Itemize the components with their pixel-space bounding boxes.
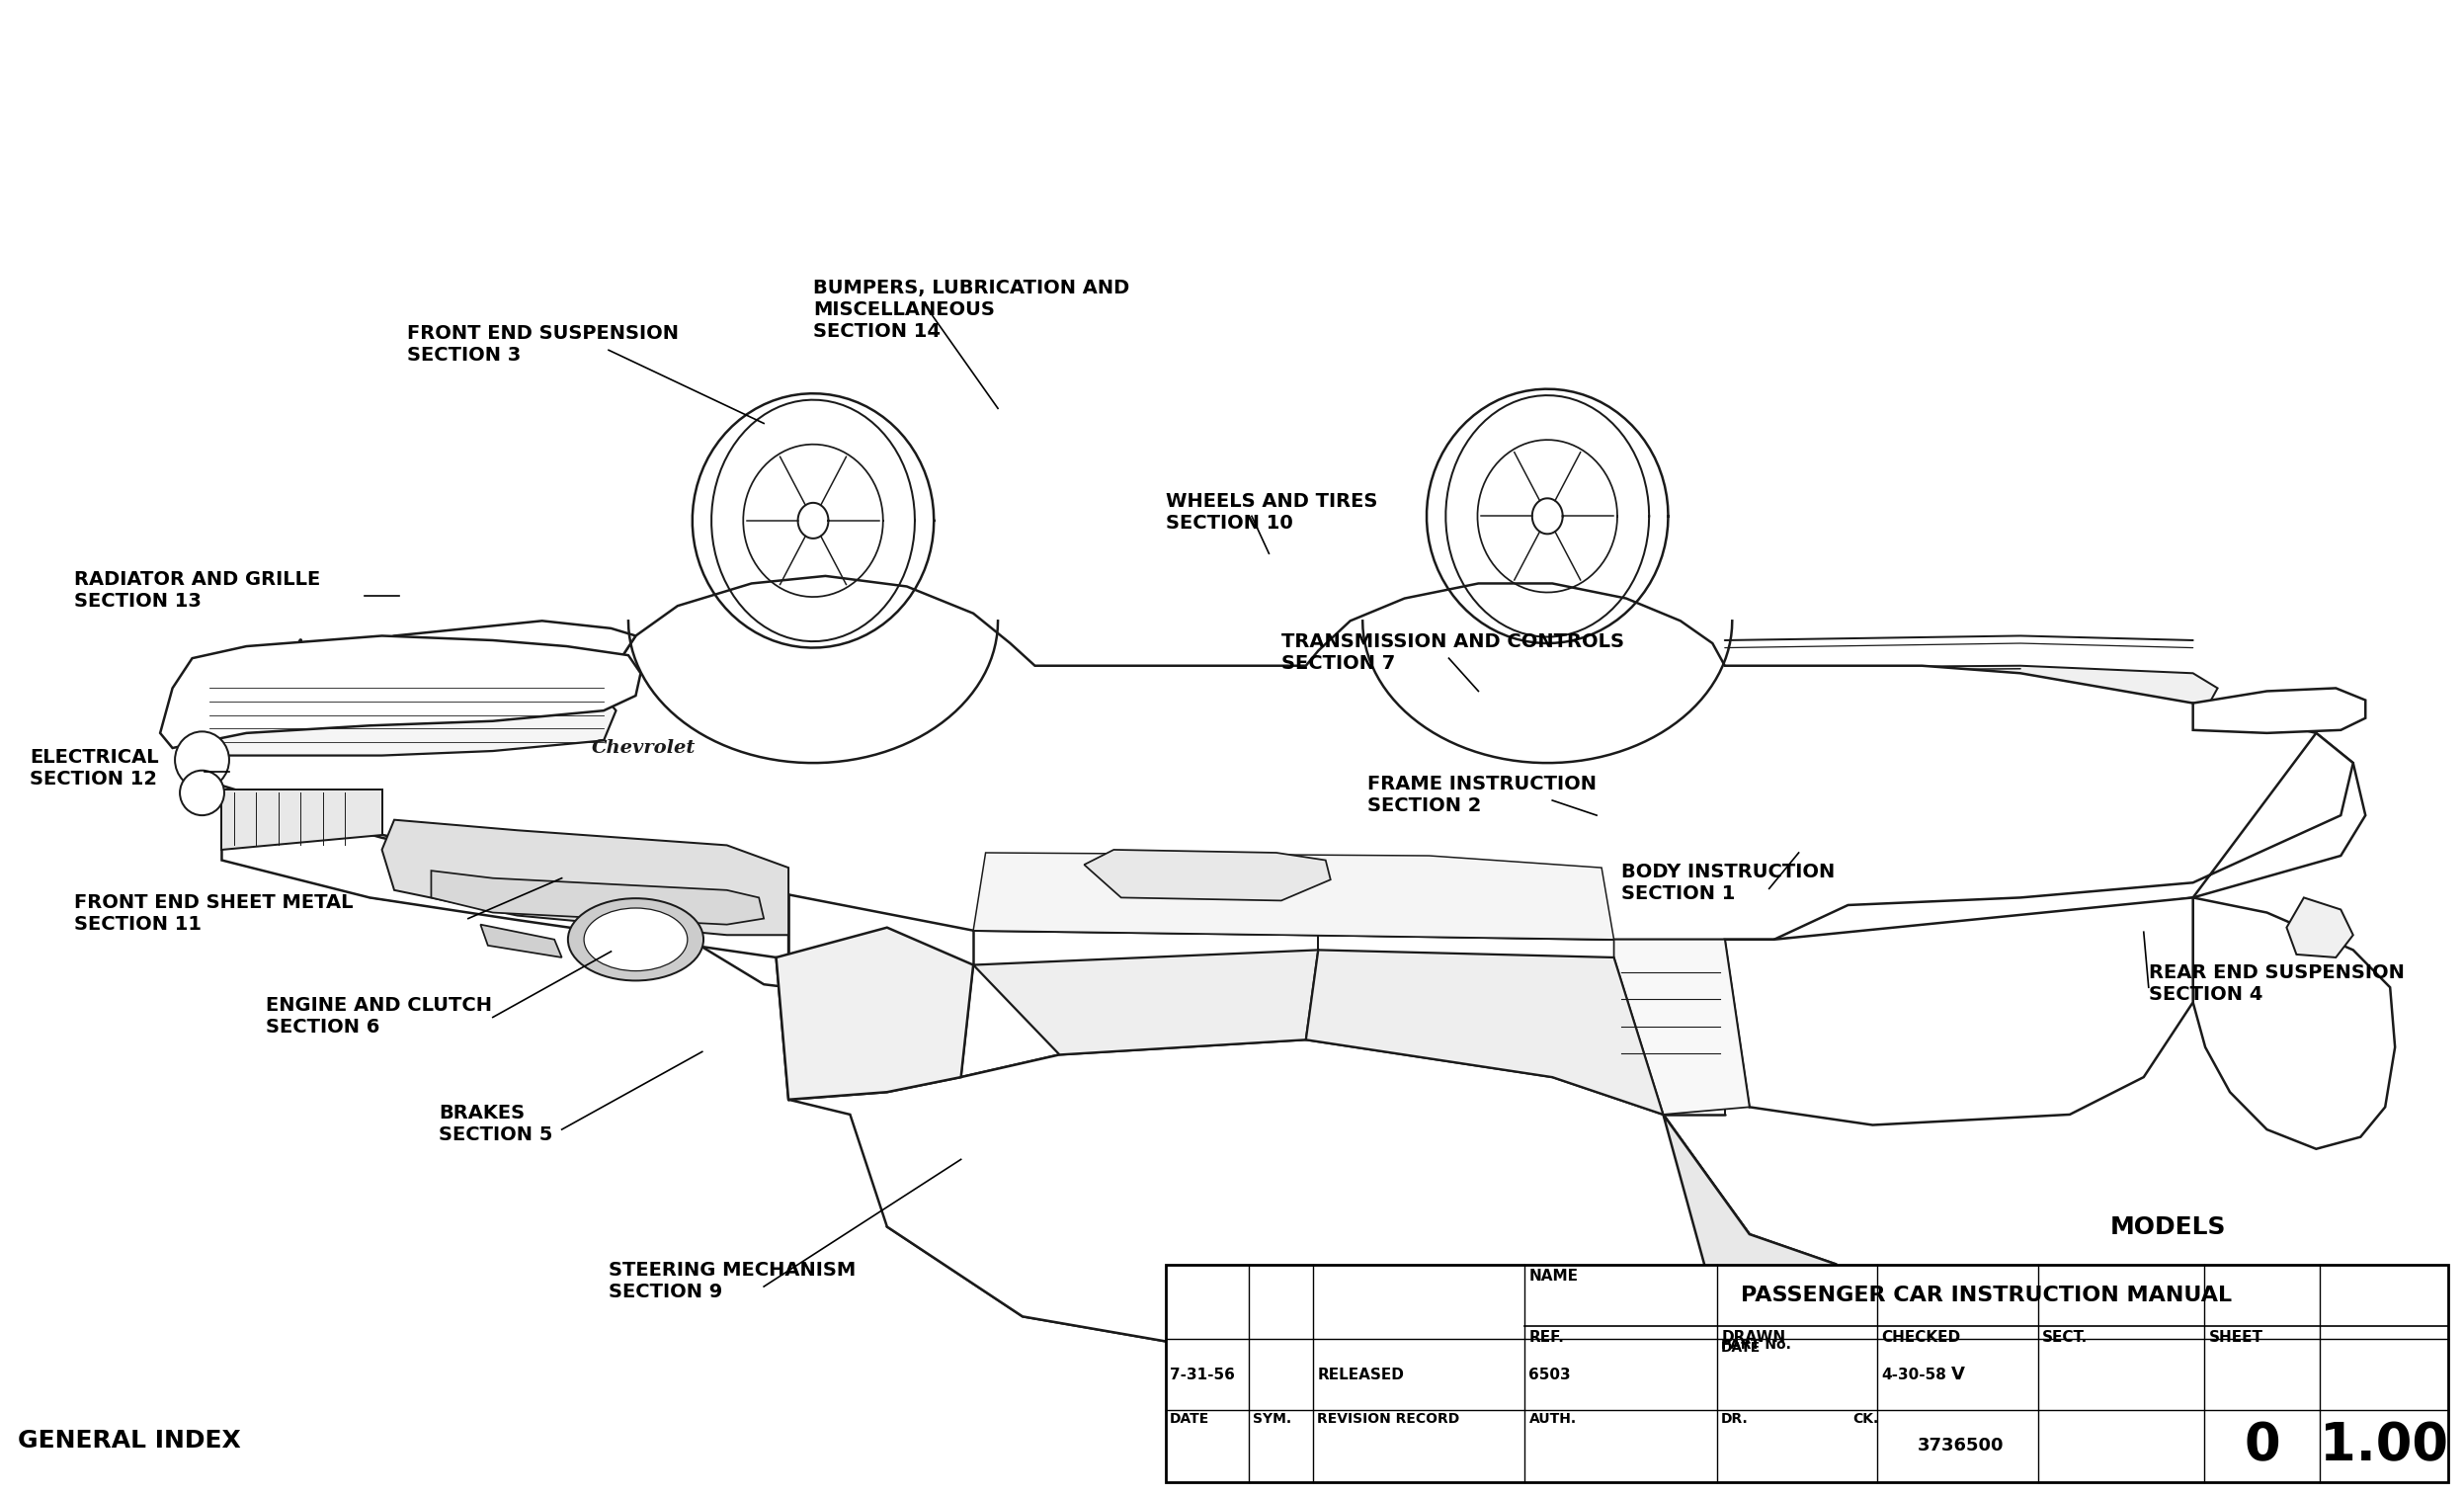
Text: CK.: CK. xyxy=(1853,1412,1878,1426)
Text: ENGINE AND CLUTCH
SECTION 6: ENGINE AND CLUTCH SECTION 6 xyxy=(266,996,493,1037)
Polygon shape xyxy=(2287,898,2353,957)
Text: 4-30-58: 4-30-58 xyxy=(1882,1367,1947,1382)
Polygon shape xyxy=(1614,939,1749,1115)
Text: Chevrolet: Chevrolet xyxy=(591,739,695,757)
Text: BODY INSTRUCTION
SECTION 1: BODY INSTRUCTION SECTION 1 xyxy=(1621,863,1836,904)
Text: DATE: DATE xyxy=(1170,1412,1210,1426)
Polygon shape xyxy=(197,621,636,778)
Text: MODELS: MODELS xyxy=(2109,1215,2227,1239)
Text: STEERING MECHANISM
SECTION 9: STEERING MECHANISM SECTION 9 xyxy=(609,1261,855,1302)
Text: FRONT END SUSPENSION
SECTION 3: FRONT END SUSPENSION SECTION 3 xyxy=(407,325,678,365)
Ellipse shape xyxy=(584,908,687,971)
Text: 7-31-56: 7-31-56 xyxy=(1170,1367,1234,1382)
Text: REAR END SUSPENSION
SECTION 4: REAR END SUSPENSION SECTION 4 xyxy=(2149,963,2405,1004)
Text: CHECKED: CHECKED xyxy=(1882,1330,1961,1345)
Polygon shape xyxy=(776,928,973,1100)
Text: REF.: REF. xyxy=(1528,1330,1565,1345)
Text: AUTH.: AUTH. xyxy=(1528,1412,1577,1426)
Text: 6503: 6503 xyxy=(1528,1367,1572,1382)
Text: 0: 0 xyxy=(2245,1421,2279,1472)
Polygon shape xyxy=(973,950,1318,1055)
Polygon shape xyxy=(382,666,2218,711)
Polygon shape xyxy=(382,820,788,935)
Text: SYM.: SYM. xyxy=(1254,1412,1291,1426)
Text: PART No.: PART No. xyxy=(1722,1339,1791,1352)
Text: FRAME INSTRUCTION
SECTION 2: FRAME INSTRUCTION SECTION 2 xyxy=(1368,775,1597,815)
Polygon shape xyxy=(973,853,1614,939)
Polygon shape xyxy=(222,793,788,1100)
Text: DR.: DR. xyxy=(1722,1412,1749,1426)
Polygon shape xyxy=(2193,898,2395,1149)
Ellipse shape xyxy=(567,898,705,981)
Polygon shape xyxy=(197,576,2365,939)
Text: BUMPERS, LUBRICATION AND
MISCELLANEOUS
SECTION 14: BUMPERS, LUBRICATION AND MISCELLANEOUS S… xyxy=(813,278,1129,341)
Text: 3736500: 3736500 xyxy=(1917,1436,2003,1454)
Polygon shape xyxy=(1084,850,1331,901)
Text: RELEASED: RELEASED xyxy=(1318,1367,1404,1382)
Text: DATE: DATE xyxy=(1722,1340,1762,1354)
Text: SHEET: SHEET xyxy=(2208,1330,2262,1345)
Polygon shape xyxy=(431,871,764,925)
Polygon shape xyxy=(1663,1115,1836,1339)
Text: REVISION RECORD: REVISION RECORD xyxy=(1318,1412,1459,1426)
Polygon shape xyxy=(160,636,641,748)
Text: DRAWN: DRAWN xyxy=(1722,1330,1786,1345)
Text: FUEL TANK AND EXHAUST
SECTION 8: FUEL TANK AND EXHAUST SECTION 8 xyxy=(2080,1382,2358,1423)
Polygon shape xyxy=(1774,733,2353,939)
Polygon shape xyxy=(2193,688,2365,733)
Text: NAME: NAME xyxy=(1528,1269,1579,1284)
Polygon shape xyxy=(1725,898,2193,1125)
Polygon shape xyxy=(197,673,616,755)
Text: ELECTRICAL
SECTION 12: ELECTRICAL SECTION 12 xyxy=(30,748,158,788)
Ellipse shape xyxy=(175,732,229,788)
Text: TRANSMISSION AND CONTROLS
SECTION 7: TRANSMISSION AND CONTROLS SECTION 7 xyxy=(1281,633,1624,673)
Text: WHEELS AND TIRES
SECTION 10: WHEELS AND TIRES SECTION 10 xyxy=(1165,492,1377,533)
Text: 1.00: 1.00 xyxy=(2319,1421,2449,1472)
Text: SECT.: SECT. xyxy=(2043,1330,2087,1345)
Text: RADIATOR AND GRILLE
SECTION 13: RADIATOR AND GRILLE SECTION 13 xyxy=(74,570,320,610)
Polygon shape xyxy=(222,790,382,850)
Ellipse shape xyxy=(180,770,224,815)
Text: ALL: ALL xyxy=(2146,1296,2190,1315)
Polygon shape xyxy=(1306,950,1663,1115)
Text: V: V xyxy=(1951,1366,1964,1384)
Text: FRONT END SHEET METAL
SECTION 11: FRONT END SHEET METAL SECTION 11 xyxy=(74,893,352,934)
Bar xyxy=(1165,1264,2449,1483)
Text: GENERAL INDEX: GENERAL INDEX xyxy=(17,1429,241,1453)
Polygon shape xyxy=(788,1040,1836,1361)
Text: PASSENGER CAR INSTRUCTION MANUAL: PASSENGER CAR INSTRUCTION MANUAL xyxy=(1742,1285,2232,1305)
Polygon shape xyxy=(480,925,562,957)
Text: BRAKES
SECTION 5: BRAKES SECTION 5 xyxy=(439,1104,552,1144)
